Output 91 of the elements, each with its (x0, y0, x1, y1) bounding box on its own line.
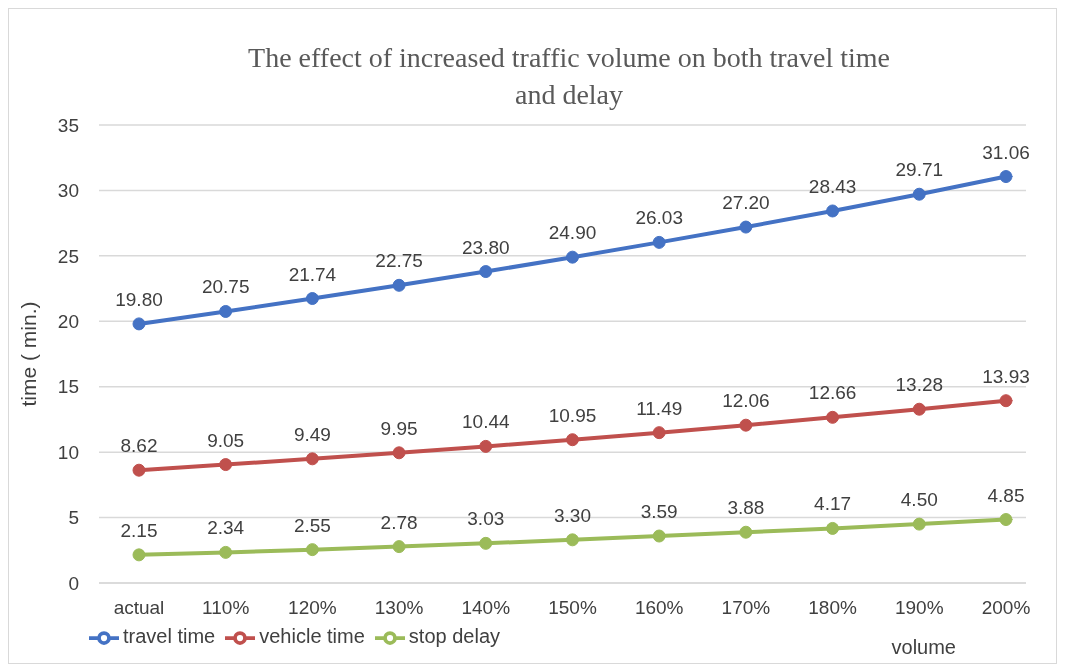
point (305, 292, 319, 306)
y-tick-label: 5 (68, 507, 79, 529)
y-tick-label: 15 (57, 376, 79, 398)
y-axis-title: time ( min.) (17, 301, 41, 407)
y-tick-label: 20 (57, 311, 79, 333)
point (305, 543, 319, 557)
x-tick-label: 130% (374, 597, 424, 619)
data-label: 26.03 (635, 207, 683, 229)
data-label: 3.30 (554, 504, 591, 526)
point (566, 533, 579, 547)
point (826, 410, 840, 424)
x-tick-label: 190% (895, 597, 944, 619)
point (219, 304, 233, 318)
data-label: 4.50 (900, 489, 938, 511)
data-label: 10.95 (548, 404, 597, 426)
x-tick-label: 170% (721, 597, 771, 619)
data-label: 13.28 (895, 374, 944, 396)
point (826, 204, 840, 218)
x-tick-label: 120% (288, 597, 337, 619)
data-label: 2.78 (380, 511, 418, 533)
point (392, 446, 406, 460)
data-label: 24.90 (548, 222, 597, 244)
point (999, 170, 1013, 184)
point (132, 317, 146, 331)
data-label: 23.80 (462, 236, 510, 258)
point (219, 545, 233, 559)
point (305, 452, 319, 466)
data-label: 9.49 (293, 423, 331, 445)
data-label: 29.71 (895, 159, 944, 181)
point (739, 418, 753, 432)
data-label: 28.43 (808, 175, 857, 197)
x-tick-label: 160% (634, 597, 684, 619)
point (132, 463, 146, 477)
point (219, 458, 233, 472)
point (912, 517, 926, 531)
point (566, 250, 579, 264)
point (479, 536, 493, 550)
chart-title: The effect of increased traffic volume on both travel time and delay (247, 41, 891, 112)
point (652, 235, 666, 249)
y-tick-label: 10 (57, 441, 79, 463)
y-tick-label: 35 (57, 114, 79, 136)
data-label: 13.93 (982, 365, 1030, 387)
point (912, 187, 926, 201)
data-label: 19.80 (115, 288, 163, 310)
point (652, 426, 666, 440)
x-tick-label: 140% (461, 597, 511, 619)
data-label: 4.85 (987, 484, 1025, 506)
data-label: 4.17 (814, 493, 852, 515)
point (652, 529, 666, 543)
point (479, 439, 493, 453)
point (132, 548, 146, 562)
x-tick-label: actual (113, 597, 165, 619)
x-tick-label: 180% (808, 597, 857, 619)
data-label: 21.74 (288, 263, 337, 285)
legend-label: travel time (123, 625, 216, 648)
point (739, 525, 753, 539)
point (826, 521, 840, 535)
x-tick-label: 150% (548, 597, 597, 619)
y-tick-label: 30 (57, 180, 79, 202)
data-label: 9.05 (207, 429, 245, 451)
data-label: 11.49 (636, 397, 683, 419)
data-label: 8.62 (120, 435, 158, 457)
data-label: 12.66 (808, 382, 857, 404)
data-label: 12.06 (722, 390, 770, 412)
data-label: 2.55 (293, 514, 331, 536)
data-label: 10.44 (462, 411, 511, 433)
y-tick-label: 25 (57, 245, 79, 267)
y-tick-label: 0 (68, 572, 79, 594)
point (912, 402, 926, 416)
data-label: 22.75 (375, 250, 423, 272)
legend-label: vehicle time (259, 625, 365, 648)
point (392, 540, 406, 554)
data-label: 3.88 (727, 497, 765, 519)
x-tick-label: 200% (981, 597, 1031, 619)
data-label: 3.03 (467, 508, 505, 530)
point (566, 433, 579, 447)
data-label: 2.34 (207, 517, 245, 539)
data-label: 9.95 (380, 417, 418, 439)
point (479, 265, 493, 279)
point (739, 220, 753, 234)
data-label: 31.06 (982, 141, 1030, 163)
data-label: 3.59 (640, 501, 678, 523)
data-label: 2.15 (120, 519, 158, 541)
legend-label: stop delay (408, 625, 501, 648)
x-tick-label: 110% (202, 597, 250, 619)
data-label: 20.75 (201, 276, 250, 298)
point (999, 394, 1013, 408)
point (392, 278, 406, 292)
data-label: 27.20 (722, 192, 770, 214)
point (999, 513, 1013, 527)
x-axis-title: volume (891, 636, 956, 659)
